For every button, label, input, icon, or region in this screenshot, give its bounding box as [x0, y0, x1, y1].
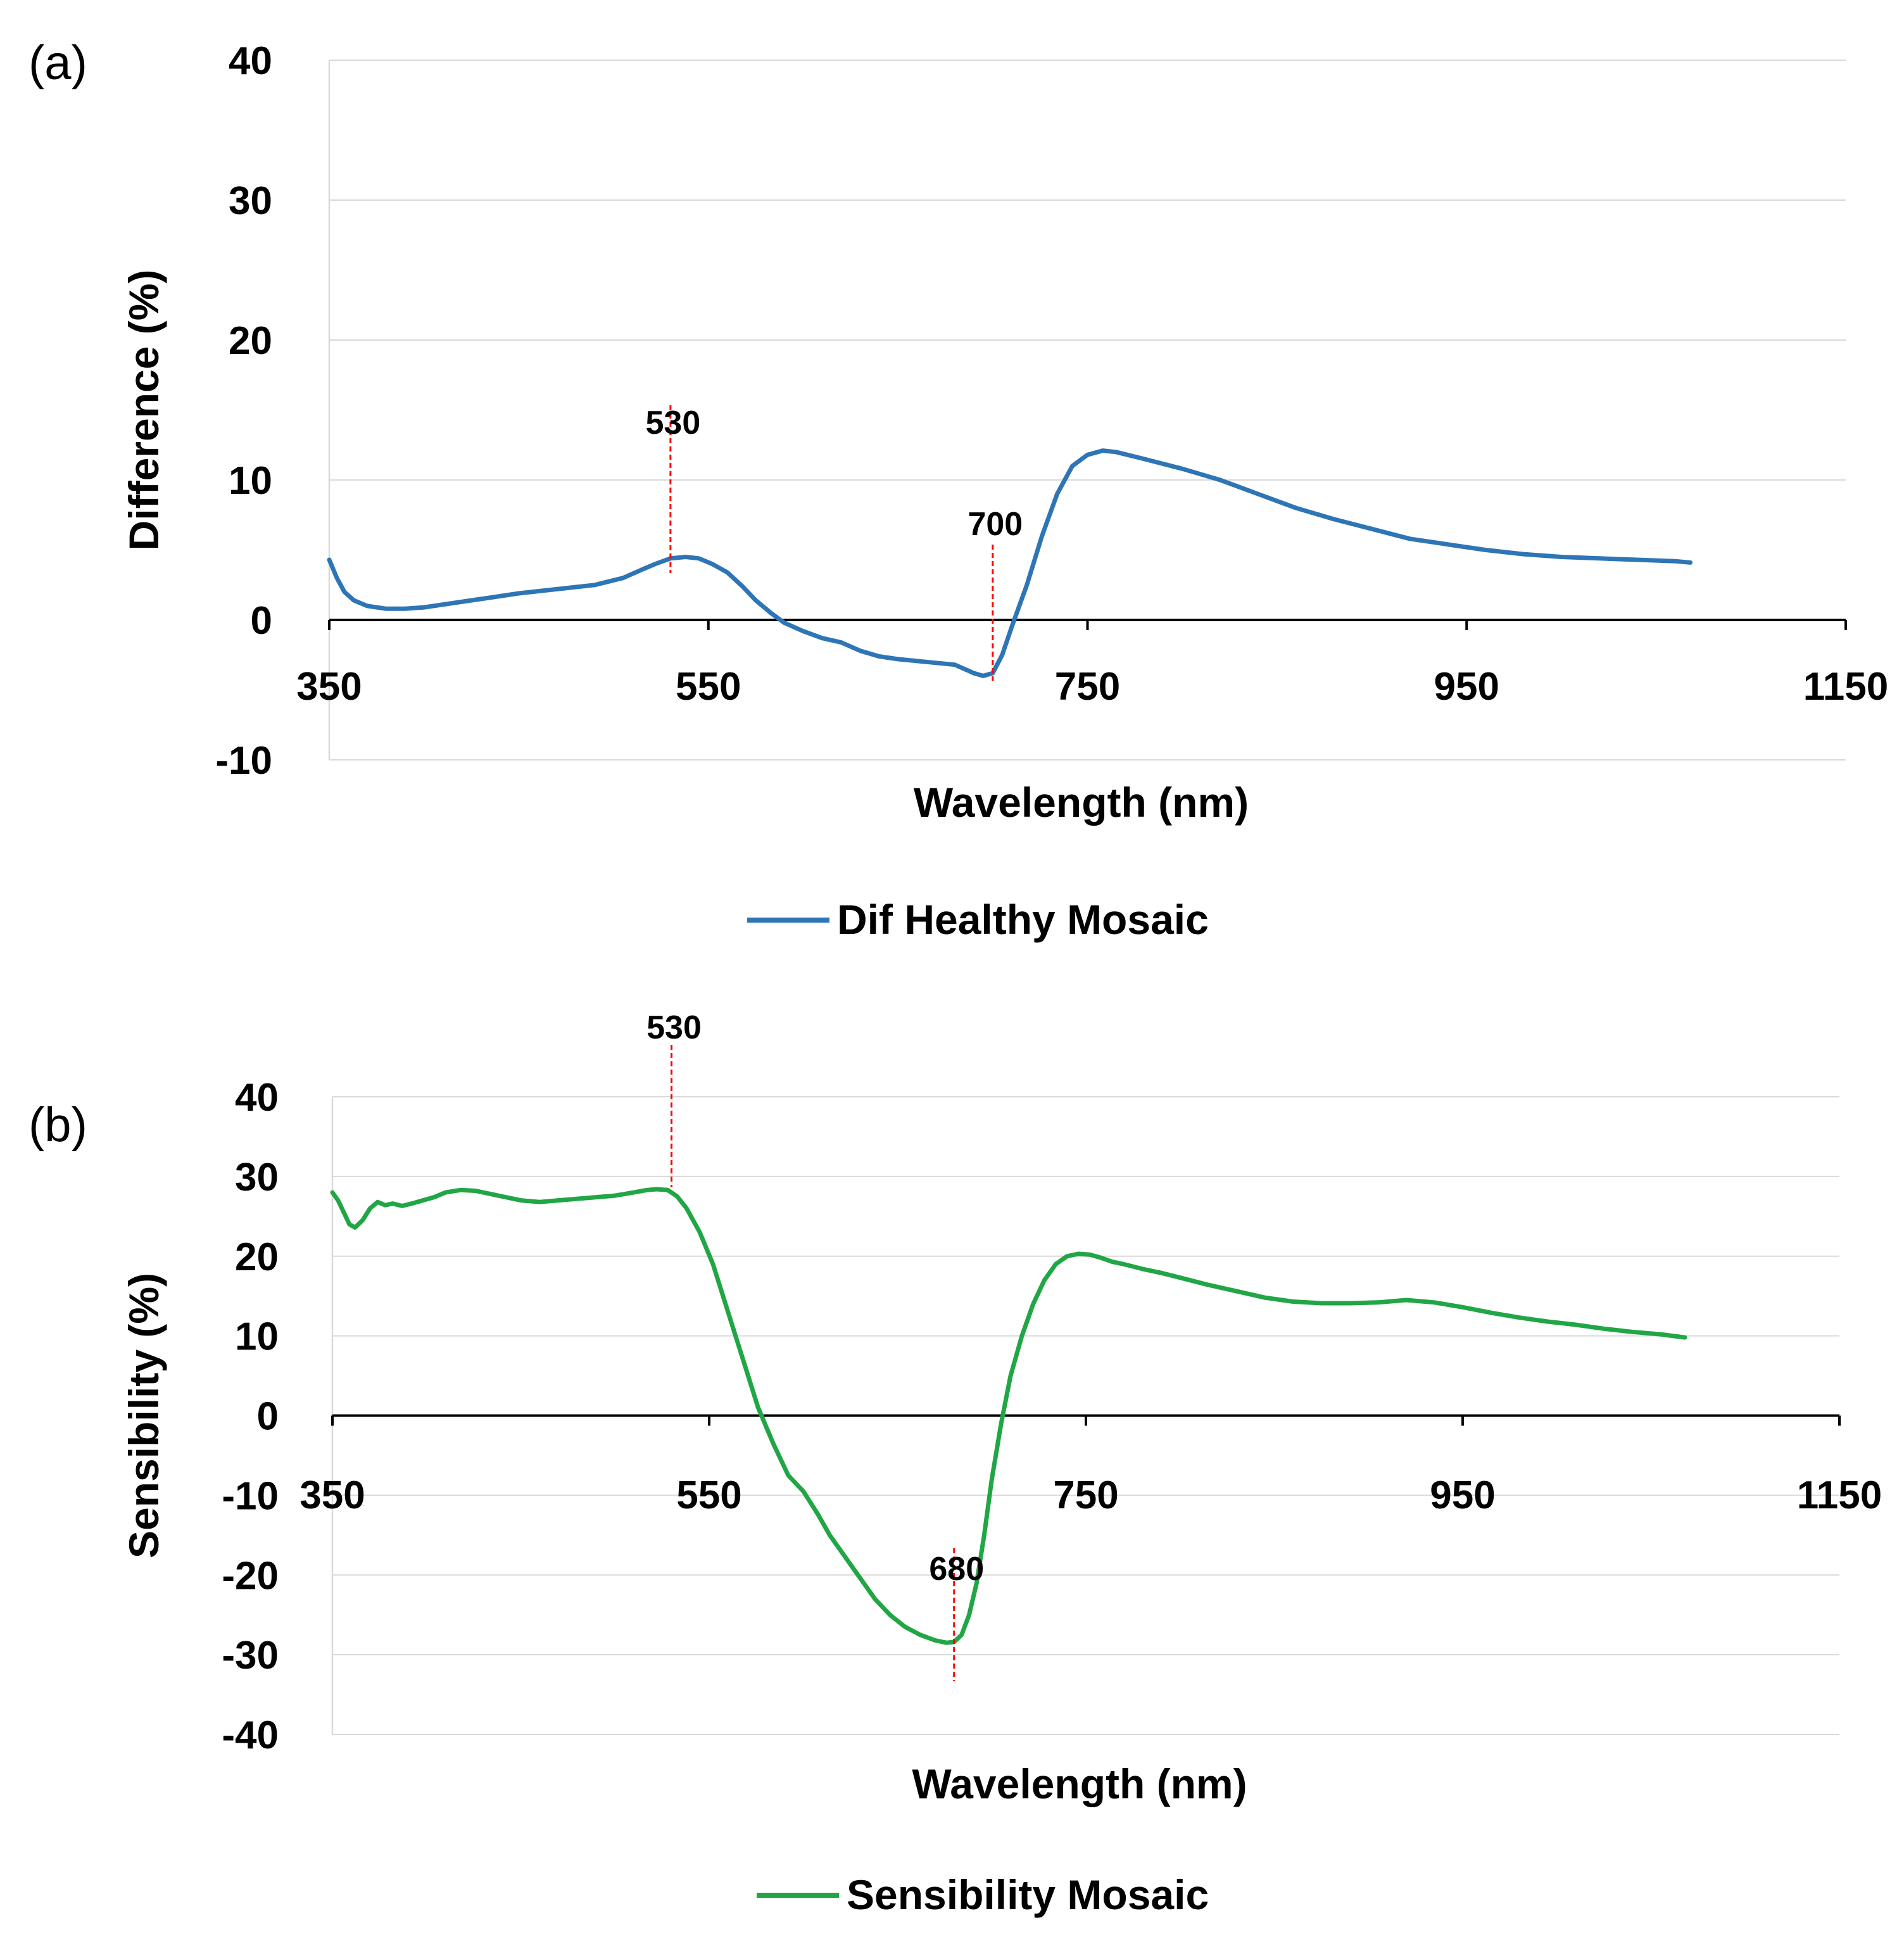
y-tick-label: -10: [222, 1474, 279, 1518]
annotation-label: 530: [646, 1009, 702, 1046]
y-axis-title: Sensibility (%): [120, 1273, 167, 1558]
y-tick-label: 20: [229, 319, 272, 363]
y-tick-label: 30: [229, 179, 272, 223]
y-tick-label: 30: [235, 1156, 279, 1199]
annotation-label: 530: [645, 405, 700, 441]
x-tick-label: 750: [1055, 665, 1120, 709]
x-axis-title: Wavelength (nm): [912, 1760, 1247, 1807]
x-tick-label: 550: [676, 1474, 741, 1517]
annotation-label: 680: [929, 1551, 984, 1588]
y-tick-label: -40: [222, 1714, 279, 1757]
y-axis-title: Difference (%): [120, 270, 167, 551]
x-tick-label: 350: [296, 665, 362, 709]
y-tick-label: -30: [222, 1634, 279, 1677]
legend-label: Sensibility Mosaic: [847, 1871, 1209, 1918]
panel-b-chart: (b) 40 30 20 10 0 -10 -20 -30 -40 350 550 750 950 1150…: [28, 1009, 1882, 1918]
y-tick-label: 0: [257, 1395, 279, 1439]
annotation-label: 700: [968, 506, 1023, 543]
panel-a-chart: (a) 40 30 20 10 0 -10 350 550 750 950 1150 Differenc…: [28, 36, 1888, 943]
x-tick-label: 750: [1053, 1474, 1118, 1517]
series-line: [330, 1187, 1687, 1645]
x-tick-label: 950: [1434, 665, 1499, 709]
y-tick-label: 20: [235, 1235, 279, 1279]
y-tick-label: 40: [229, 39, 272, 83]
x-axis-title: Wavelength (nm): [914, 779, 1249, 826]
panel-label: (b): [28, 1098, 87, 1152]
series-line: [327, 448, 1693, 678]
x-tick-label: 350: [299, 1474, 365, 1517]
panel-label: (a): [28, 36, 87, 90]
x-tick-label: 550: [676, 665, 741, 709]
x-tick-label: 950: [1430, 1474, 1495, 1517]
y-tick-label: -20: [222, 1554, 279, 1598]
y-tick-label: -10: [215, 739, 272, 783]
y-tick-label: 0: [251, 599, 272, 643]
x-tick-label: 1150: [1803, 665, 1889, 709]
y-tick-label: 10: [235, 1315, 279, 1359]
x-tick-label: 1150: [1797, 1474, 1882, 1517]
y-tick-label: 40: [235, 1076, 279, 1120]
legend-label: Dif Healthy Mosaic: [837, 896, 1209, 943]
y-tick-label: 10: [229, 459, 272, 503]
